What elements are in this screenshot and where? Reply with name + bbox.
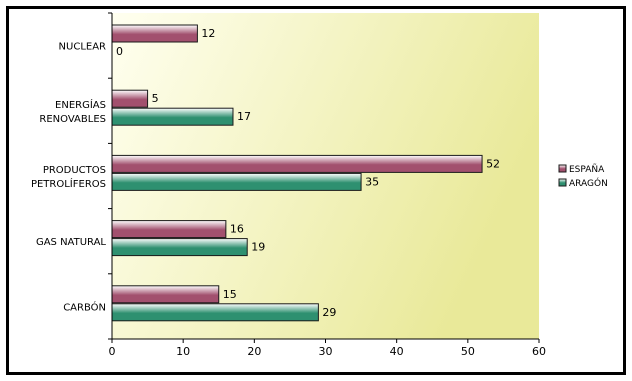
data-label-aragon-gas-natural: 19 [251, 241, 265, 254]
data-label-aragon-productos-petroliferos: 35 [365, 175, 379, 188]
data-label-aragon-carbon: 29 [322, 306, 336, 319]
x-tick-label-50: 50 [461, 345, 475, 358]
legend-swatch-espana [558, 164, 567, 173]
bar-chart: 12 0 NUCLEAR 5 17 ENERGÍAS RENOVABLES 52 35 PRODU… [31, 12, 608, 358]
legend-label-aragon: ARAGÓN [569, 177, 608, 189]
bar-espana-energias-renovables [111, 89, 149, 108]
bar-espana-gas-natural [111, 220, 227, 239]
x-tick-label-40: 40 [390, 345, 404, 358]
data-label-espana-carbon: 15 [223, 288, 237, 301]
bar-espana-carbon [111, 285, 220, 304]
bar-aragon-carbon [111, 303, 319, 322]
data-label-aragon-nuclear: 0 [116, 45, 123, 58]
category-label-carbon: CARBÓN [63, 300, 106, 313]
x-tick-label-20: 20 [247, 345, 261, 358]
data-label-aragon-energias-renovables: 17 [237, 110, 251, 123]
bar-espana-nuclear [111, 24, 198, 43]
legend-label-espana: ESPAÑA [569, 164, 605, 175]
data-label-espana-energias-renovables: 5 [152, 92, 159, 105]
legend-swatch-aragon [558, 178, 567, 187]
x-tick-label-60: 60 [532, 345, 546, 358]
chart-frame: 12 0 NUCLEAR 5 17 ENERGÍAS RENOVABLES 52 35 PRODU… [6, 6, 626, 375]
data-label-espana-productos-petroliferos: 52 [486, 157, 500, 170]
category-label-energias-renovables: ENERGÍAS RENOVABLES [39, 98, 106, 125]
bar-espana-productos-petroliferos [111, 154, 483, 173]
bar-aragon-productos-petroliferos [111, 172, 362, 191]
x-tick-label-0: 0 [109, 345, 116, 358]
data-label-espana-gas-natural: 16 [230, 223, 244, 236]
data-label-espana-nuclear: 12 [201, 27, 215, 40]
bar-aragon-gas-natural [111, 238, 248, 257]
x-tick-label-30: 30 [319, 345, 333, 358]
category-label-productos-petroliferos: PRODUCTOS PETROLÍFEROS [31, 165, 106, 190]
category-label-gas-natural: GAS NATURAL [36, 237, 106, 248]
category-label-nuclear: NUCLEAR [59, 42, 107, 53]
bar-aragon-energias-renovables [111, 107, 234, 126]
x-tick-label-10: 10 [176, 345, 190, 358]
